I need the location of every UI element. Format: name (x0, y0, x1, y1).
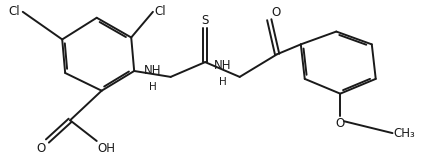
Text: NH: NH (214, 59, 231, 73)
Text: Cl: Cl (8, 5, 20, 18)
Text: S: S (201, 14, 209, 27)
Text: O: O (271, 6, 280, 19)
Text: H: H (219, 77, 226, 87)
Text: O: O (36, 142, 46, 155)
Text: Cl: Cl (154, 5, 165, 18)
Text: NH: NH (144, 64, 161, 77)
Text: CH₃: CH₃ (394, 127, 415, 140)
Text: H: H (148, 82, 156, 92)
Text: O: O (335, 117, 345, 130)
Text: OH: OH (98, 142, 116, 155)
